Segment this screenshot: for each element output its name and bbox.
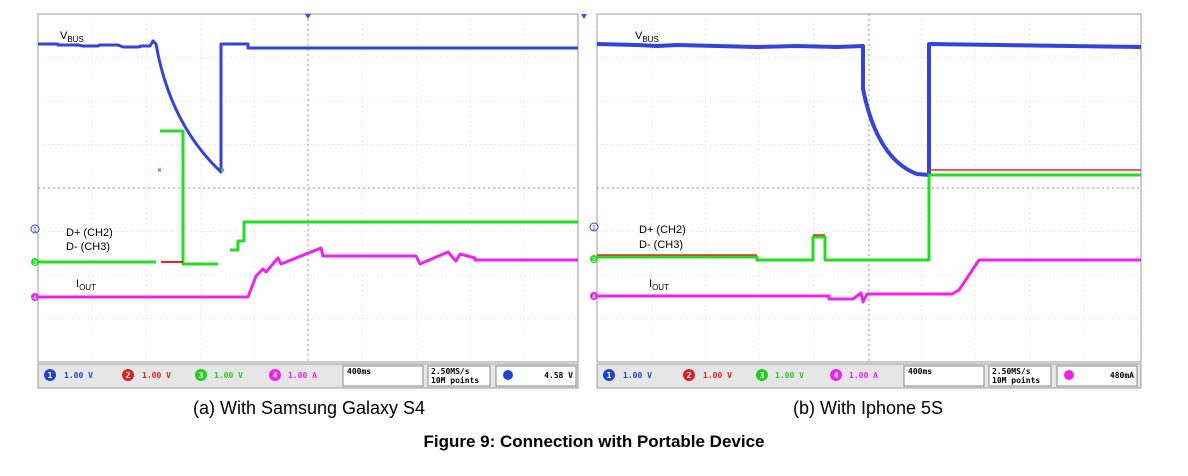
channel-number: 3 <box>760 371 765 380</box>
channel-scale: 1.00 V <box>775 371 804 380</box>
status-bar: 1 1.00 V 2 1.00 V 3 1.00 V 4 1.00 A 400m… <box>37 363 579 389</box>
trigger-marker <box>305 14 311 19</box>
vbus-label: VBUS <box>635 30 659 44</box>
iout-trace <box>597 258 1141 304</box>
figure-title: Figure 9: Connection with Portable Devic… <box>424 432 765 451</box>
dminus-label: D- (CH3) <box>639 239 683 251</box>
channel-marker: 1 <box>592 225 596 232</box>
trigger-level: 480mA <box>1110 371 1134 380</box>
dminus-trace <box>38 129 578 266</box>
channel-scale: 1.00 V <box>623 371 652 380</box>
iout-label: IOUT <box>649 278 669 292</box>
timebase: 400ms <box>347 367 371 376</box>
channel-scale: 1.00 V <box>64 371 93 380</box>
caption: (b) With Iphone 5S <box>793 398 943 418</box>
channel-number: 4 <box>834 371 839 380</box>
vbus-label: VBUS <box>60 30 84 44</box>
channel-number: 1 <box>607 371 612 380</box>
channel-scale: 1.00 V <box>142 371 171 380</box>
channel-scale: 1.00 A <box>288 371 317 380</box>
channel-scale: 1.00 V <box>703 371 732 380</box>
timebase: 400ms <box>908 367 932 376</box>
trigger-level: 4.58 V <box>544 371 573 380</box>
dminus-label: D- (CH3) <box>66 241 110 253</box>
channel-marker: 3 <box>592 257 596 264</box>
status-bar: 1 1.00 V 2 1.00 V 3 1.00 V 4 1.00 A 400m… <box>596 363 1142 389</box>
record-length: 10M points <box>992 375 1040 385</box>
trigger-marker <box>581 14 587 19</box>
sample-rate: 2.50MS/s <box>431 367 470 376</box>
record-length: 10M points <box>431 375 479 385</box>
channel-marker: 4 <box>33 295 37 302</box>
iout-trace <box>38 246 578 299</box>
channel-number: 3 <box>199 371 204 380</box>
dplus-label: D+ (CH2) <box>639 224 686 236</box>
dplus-trace <box>597 169 1141 256</box>
scope-a: VBUS D+ (CH2) D- (CH3) IOUT 1 3 4 1 1.00… <box>30 13 579 389</box>
channel-scale: 1.00 V <box>214 371 243 380</box>
iout-label: IOUT <box>76 278 96 292</box>
channel-scale: 1.00 A <box>849 371 878 380</box>
channel-marker: 4 <box>592 294 596 301</box>
channel-number: 4 <box>273 371 278 380</box>
channel-number: 1 <box>48 371 53 380</box>
channel-marker: 3 <box>33 260 37 267</box>
vbus-trace <box>596 42 1142 177</box>
dminus-trace <box>597 173 1141 262</box>
sample-rate: 2.50MS/s <box>992 367 1031 376</box>
channel-number: 2 <box>687 371 692 380</box>
channel-number: 2 <box>126 371 131 380</box>
caption: (a) With Samsung Galaxy S4 <box>193 398 425 418</box>
dplus-label: D+ (CH2) <box>66 227 113 239</box>
channel-marker: 1 <box>33 227 37 234</box>
scope-b: VBUS D+ (CH2) D- (CH3) IOUT 1 3 4 1 1.00… <box>581 13 1142 389</box>
vbus-trace <box>38 39 578 174</box>
